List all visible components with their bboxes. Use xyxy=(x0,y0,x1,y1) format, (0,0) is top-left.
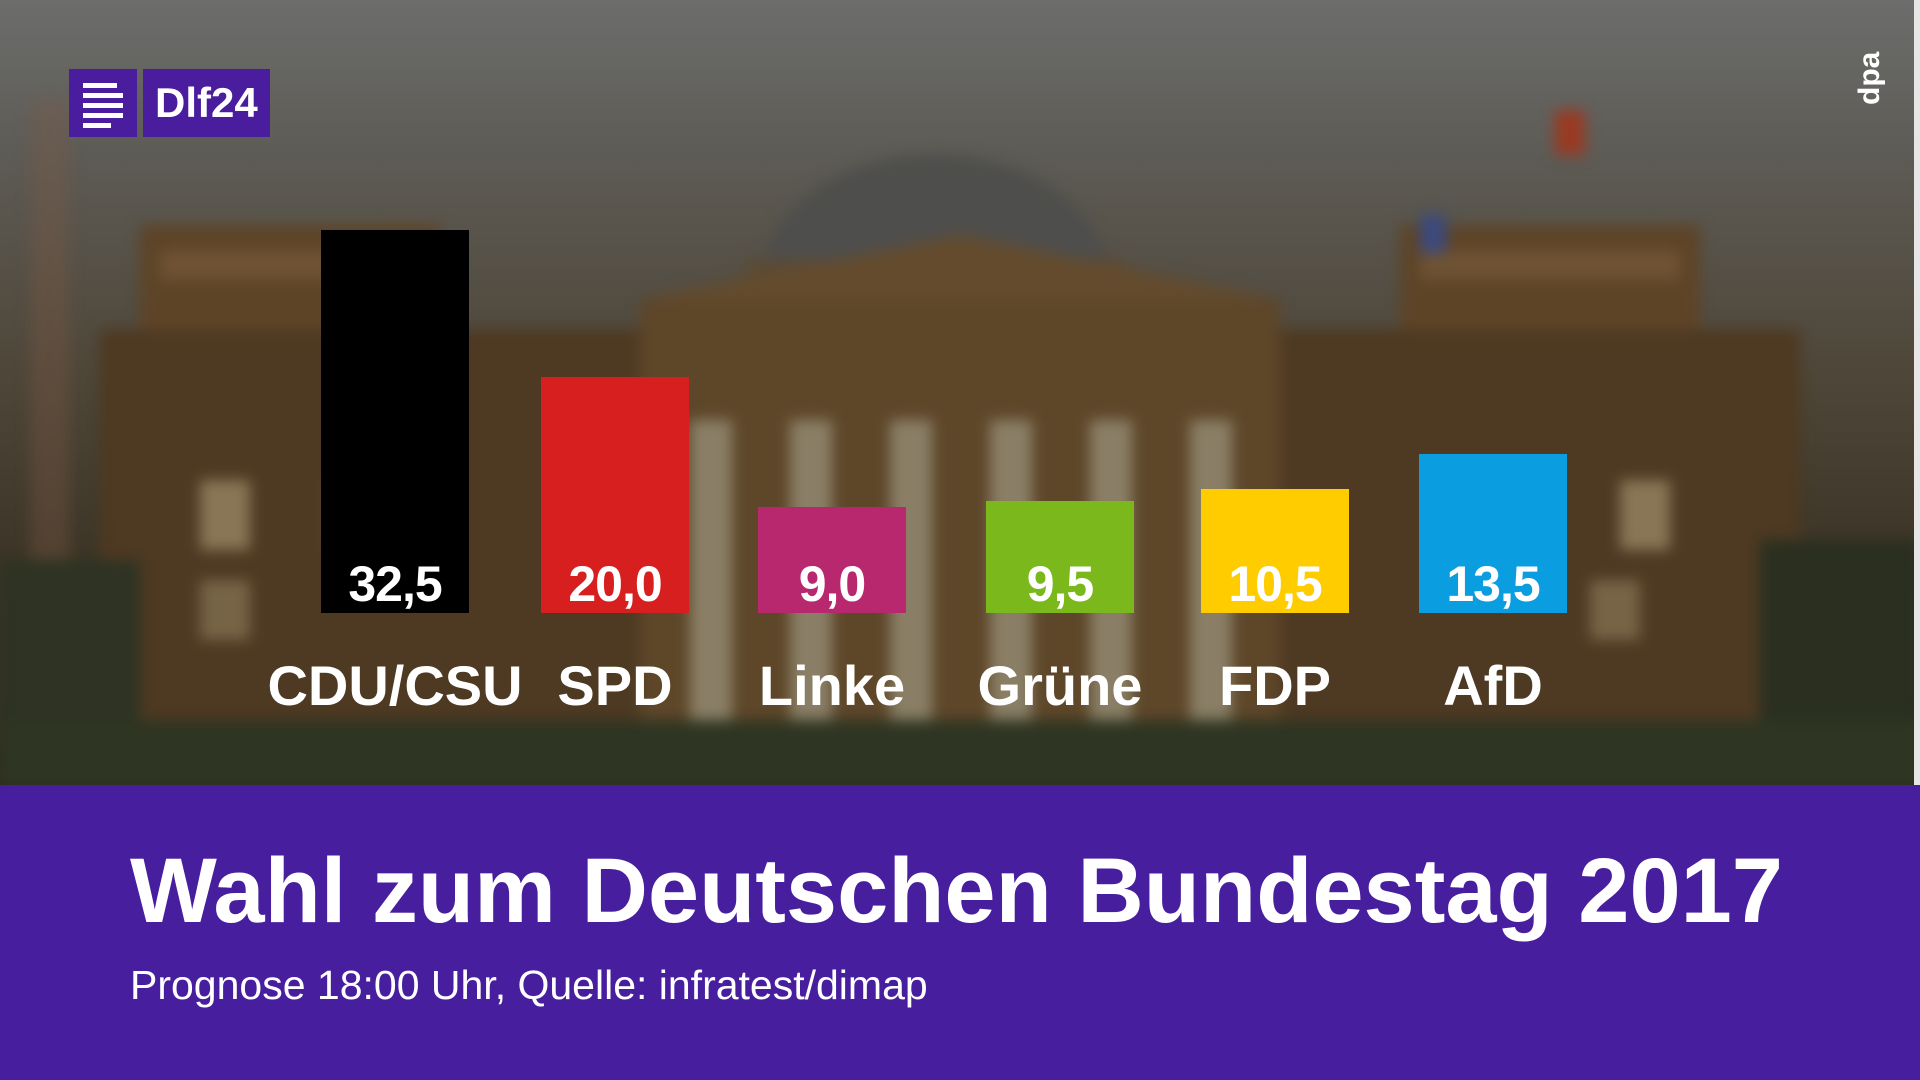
bar-spd xyxy=(541,377,689,613)
category-label: SPD xyxy=(557,654,673,717)
photo-credit: dpa xyxy=(1853,51,1886,105)
dlf24-logo: Dlf24 xyxy=(69,69,270,137)
bar-value-label: 10,5 xyxy=(1228,556,1322,612)
chart-title: Wahl zum Deutschen Bundestag 2017 xyxy=(130,840,1783,942)
bar-linke xyxy=(758,506,906,613)
bar-cdu-csu xyxy=(321,229,469,613)
bar-afd xyxy=(1419,453,1567,613)
bar-value-label: 32,5 xyxy=(348,556,442,612)
bar-value-label: 9,5 xyxy=(1026,556,1095,612)
bar-value-label: 9,0 xyxy=(798,556,867,612)
category-label: CDU/CSU xyxy=(267,654,523,717)
category-label: FDP xyxy=(1219,654,1331,717)
bar-gr-ne xyxy=(986,500,1134,613)
logo-text: Dlf24 xyxy=(143,69,270,137)
category-label: Grüne xyxy=(977,654,1143,717)
chart-subtitle: Prognose 18:00 Uhr, Quelle: infratest/di… xyxy=(130,962,928,1008)
bar-value-label: 13,5 xyxy=(1446,556,1540,612)
dlf-logo-icon xyxy=(69,69,137,137)
bar-chart: 32,5 CDU/CSU 20,0 SPD 9,0 Linke 9,5 Grüne 10,5 FD… xyxy=(267,229,1567,717)
title-banner: Wahl zum Deutschen Bundestag 2017 Progno… xyxy=(0,785,1920,1080)
bar-fdp xyxy=(1201,489,1349,613)
category-label: AfD xyxy=(1443,654,1543,717)
edge-strip xyxy=(1914,0,1920,785)
category-label: Linke xyxy=(758,654,906,717)
bar-value-label: 20,0 xyxy=(568,556,662,612)
